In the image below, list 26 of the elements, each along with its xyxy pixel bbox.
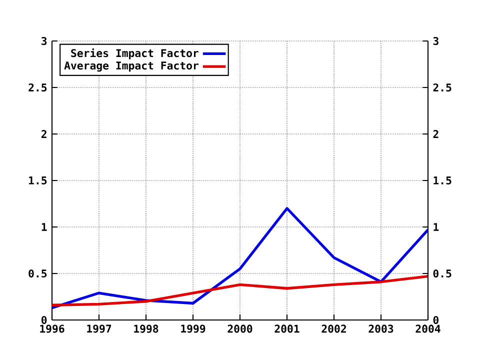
- y2-tick-label: 1.5: [434, 176, 452, 184]
- y-tick-label: 2: [41, 130, 46, 138]
- x-tick-label: 1996: [40, 324, 64, 333]
- x-tick-label: 2000: [228, 324, 252, 333]
- x-tick-label: 1997: [87, 324, 112, 333]
- y-tick-label: 2.5: [28, 83, 47, 92]
- y-tick-label: 3: [42, 36, 47, 46]
- y2-tick-label: 2.5: [433, 83, 452, 92]
- y-tick-label: 1: [42, 223, 47, 231]
- y2-tick-label: 1: [434, 223, 439, 231]
- x-tick-label: 1998: [134, 324, 158, 333]
- x-tick-label: 2001: [274, 324, 300, 333]
- y-tick-label: 0.5: [28, 269, 47, 278]
- line-series: [52, 207, 428, 310]
- y2-tick-label: 2: [433, 130, 438, 138]
- legend-label: Series Impact Factor: [71, 48, 198, 60]
- y2-tick-label: 0: [433, 316, 438, 324]
- x-tick-label: 2004: [416, 324, 440, 333]
- x-tick-label: 2002: [322, 324, 346, 333]
- legend-label: Average Impact Factor: [64, 62, 198, 72]
- y2-tick-label: 0.5: [433, 269, 452, 278]
- y2-tick-label: 3: [433, 36, 438, 46]
- x-tick-label: 2003: [368, 324, 394, 333]
- y-tick-label: 0: [42, 316, 47, 324]
- x-tick-label: 1999: [181, 324, 206, 333]
- y-tick-label: 1.5: [29, 176, 47, 184]
